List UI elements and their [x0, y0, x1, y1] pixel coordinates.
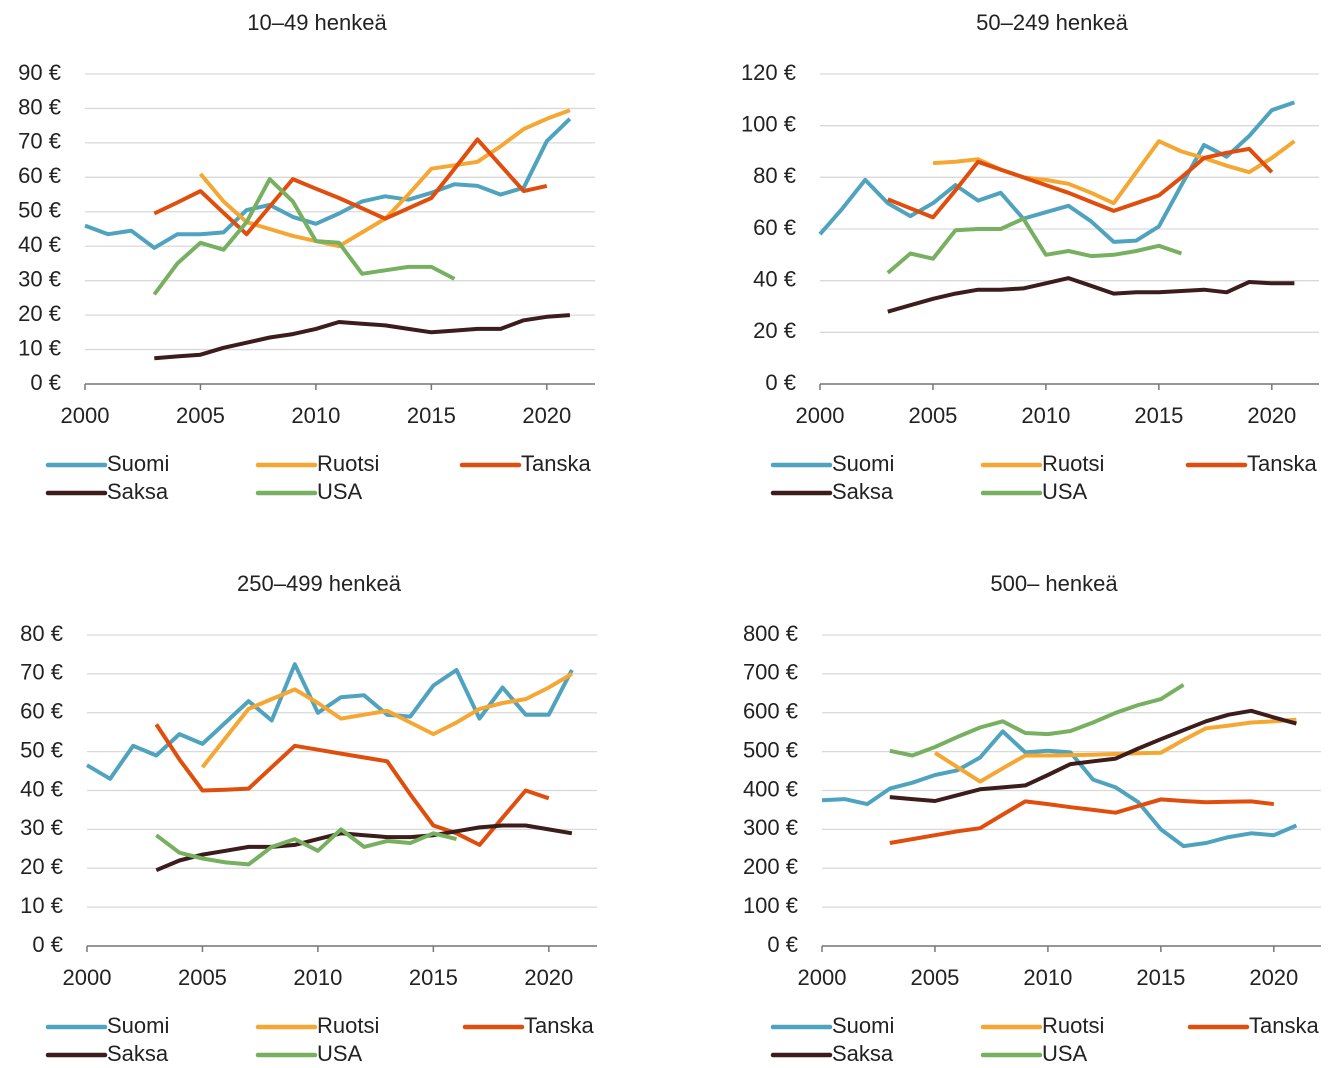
series-line — [889, 683, 1185, 758]
legend-label: Suomi — [832, 451, 894, 476]
y-tick-label: 50 € — [20, 737, 63, 762]
legend-label: Tanska — [521, 451, 591, 476]
x-tick-label: 2000 — [61, 403, 110, 428]
x-tick-label: 2020 — [522, 403, 571, 428]
y-tick-label: 60 € — [18, 163, 61, 188]
legend-label: Ruotsi — [1042, 451, 1104, 476]
y-tick-label: 90 € — [18, 60, 61, 85]
legend-label: Saksa — [832, 479, 894, 504]
legend-label: Tanska — [1249, 1013, 1319, 1038]
y-tick-label: 600 € — [743, 699, 798, 724]
x-tick-label: 2005 — [908, 403, 957, 428]
x-tick-label: 2020 — [1249, 965, 1298, 990]
series-line — [154, 313, 571, 361]
series-line — [84, 117, 572, 250]
y-tick-label: 700 € — [743, 660, 798, 685]
y-tick-label: 500 € — [743, 737, 798, 762]
x-tick-label: 2000 — [796, 403, 845, 428]
y-tick-label: 40 € — [18, 232, 61, 257]
legend-label: Saksa — [107, 1041, 169, 1066]
series-line — [85, 662, 574, 781]
y-tick-label: 400 € — [743, 776, 798, 801]
legend-label: Saksa — [832, 1041, 894, 1066]
x-tick-label: 2010 — [291, 403, 340, 428]
y-tick-label: 60 € — [20, 699, 63, 724]
y-tick-label: 40 € — [20, 776, 63, 801]
y-tick-label: 200 € — [743, 854, 798, 879]
x-tick-label: 2005 — [178, 965, 227, 990]
y-tick-label: 30 € — [18, 266, 61, 291]
x-tick-label: 2020 — [524, 965, 573, 990]
y-tick-label: 80 € — [753, 163, 796, 188]
series-line — [889, 797, 1275, 845]
chart-title: 500– henkeä — [990, 571, 1118, 596]
x-tick-label: 2000 — [798, 965, 847, 990]
y-tick-label: 80 € — [20, 621, 63, 646]
y-tick-label: 100 € — [741, 111, 796, 136]
y-tick-label: 20 € — [18, 301, 61, 326]
series-line — [821, 729, 1298, 849]
series-line — [889, 708, 1297, 803]
x-tick-label: 2015 — [407, 403, 456, 428]
y-tick-label: 70 € — [18, 129, 61, 154]
y-tick-label: 0 € — [32, 932, 63, 957]
x-tick-label: 2010 — [293, 965, 342, 990]
y-tick-label: 10 € — [18, 335, 61, 360]
series-line — [155, 827, 457, 867]
x-tick-label: 2015 — [1134, 403, 1183, 428]
x-tick-label: 2005 — [176, 403, 225, 428]
chart-title: 10–49 henkeä — [247, 10, 387, 35]
legend-label: USA — [1042, 479, 1088, 504]
x-tick-label: 2015 — [1136, 965, 1185, 990]
y-tick-label: 30 € — [20, 815, 63, 840]
y-tick-label: 0 € — [767, 932, 798, 957]
y-tick-label: 800 € — [743, 621, 798, 646]
y-tick-label: 80 € — [18, 94, 61, 119]
series-line — [152, 177, 456, 296]
y-tick-label: 120 € — [741, 60, 796, 85]
x-tick-label: 2015 — [409, 965, 458, 990]
x-tick-label: 2020 — [1247, 403, 1296, 428]
legend-label: Suomi — [107, 1013, 169, 1038]
chart-title: 250–499 henkeä — [237, 571, 402, 596]
y-tick-label: 60 € — [753, 215, 796, 240]
legend-label: USA — [317, 1041, 363, 1066]
legend-label: Ruotsi — [1042, 1013, 1104, 1038]
legend-label: Suomi — [832, 1013, 894, 1038]
series-line — [887, 276, 1295, 314]
legend-label: Ruotsi — [317, 451, 379, 476]
y-tick-label: 0 € — [30, 370, 61, 395]
x-tick-label: 2000 — [63, 965, 112, 990]
legend-label: USA — [317, 479, 363, 504]
series-line — [200, 672, 573, 769]
series-line — [887, 146, 1274, 220]
legend-label: Tanska — [1247, 451, 1317, 476]
legend-label: Saksa — [107, 479, 169, 504]
y-tick-label: 20 € — [20, 854, 63, 879]
legend-label: Suomi — [107, 451, 169, 476]
legend-label: Ruotsi — [317, 1013, 379, 1038]
series-line — [154, 723, 550, 847]
legend-label: USA — [1042, 1041, 1088, 1066]
series-line — [886, 216, 1183, 275]
y-tick-label: 50 € — [18, 198, 61, 223]
legend-label: Tanska — [524, 1013, 594, 1038]
y-tick-label: 300 € — [743, 815, 798, 840]
y-tick-label: 100 € — [743, 893, 798, 918]
x-tick-label: 2005 — [910, 965, 959, 990]
x-tick-label: 2010 — [1023, 965, 1072, 990]
y-tick-label: 40 € — [753, 266, 796, 291]
series-line — [153, 137, 548, 237]
series-line — [818, 100, 1296, 244]
chart-title: 50–249 henkeä — [976, 10, 1128, 35]
series-line — [155, 823, 573, 873]
y-tick-label: 0 € — [765, 370, 796, 395]
y-tick-label: 70 € — [20, 660, 63, 685]
x-tick-label: 2010 — [1021, 403, 1070, 428]
y-tick-label: 10 € — [20, 893, 63, 918]
series-line — [933, 717, 1297, 784]
y-tick-label: 20 € — [753, 318, 796, 343]
